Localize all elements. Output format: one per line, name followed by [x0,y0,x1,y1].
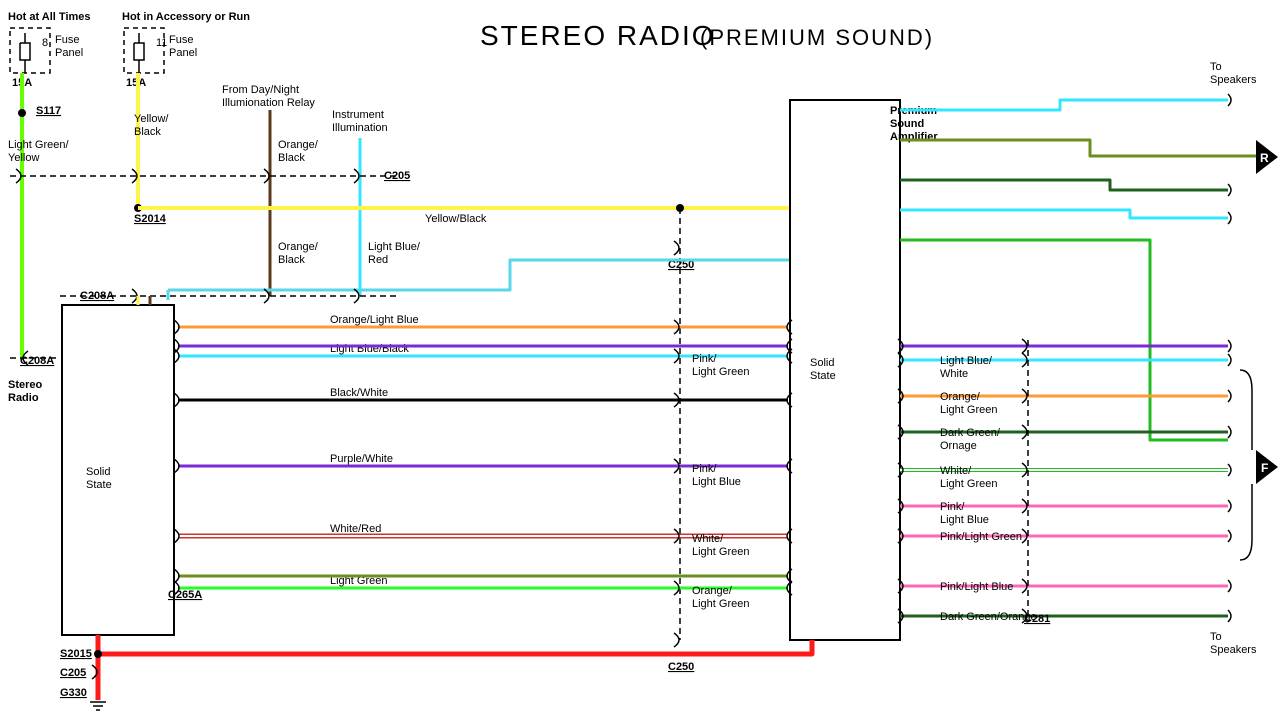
svg-text:White/: White/ [940,465,972,477]
svg-text:8: 8 [42,37,48,49]
svg-text:Hot in Accessory or Run: Hot in Accessory or Run [122,11,250,23]
svg-text:To: To [1210,631,1222,643]
svg-text:Sound: Sound [890,118,924,130]
svg-text:Black: Black [134,126,161,138]
svg-text:White/Red: White/Red [330,523,381,535]
svg-text:S117: S117 [36,105,61,117]
svg-text:Orange/: Orange/ [940,391,981,403]
svg-text:Solid: Solid [810,357,834,369]
svg-text:State: State [810,370,836,382]
svg-text:Illumination: Illumination [332,122,388,134]
svg-text:Dark Green/Orange: Dark Green/Orange [940,611,1037,623]
svg-text:Red: Red [368,254,388,266]
svg-text:C205: C205 [384,170,410,182]
svg-text:Radio: Radio [8,392,39,404]
svg-text:Pink/: Pink/ [940,501,965,513]
svg-text:(PREMIUM SOUND): (PREMIUM SOUND) [700,25,934,50]
svg-text:Light Green/: Light Green/ [8,139,69,151]
svg-text:F: F [1261,461,1268,475]
svg-text:Pink/: Pink/ [692,353,717,365]
svg-text:Panel: Panel [169,47,197,59]
svg-text:Fuse: Fuse [169,34,193,46]
svg-text:Yellow: Yellow [8,152,39,164]
svg-text:Black/White: Black/White [330,387,388,399]
svg-text:From Day/Night: From Day/Night [222,84,299,96]
svg-text:C250: C250 [668,661,694,673]
svg-text:S2014: S2014 [134,213,167,225]
svg-text:Light Green: Light Green [692,598,749,610]
svg-text:Light Green: Light Green [940,404,997,416]
svg-text:STEREO RADIO: STEREO RADIO [480,20,716,51]
svg-text:Light Green: Light Green [692,546,749,558]
svg-text:Purple/White: Purple/White [330,453,393,465]
svg-text:Light Green: Light Green [940,478,997,490]
svg-text:Light Blue: Light Blue [692,476,741,488]
svg-text:G330: G330 [60,687,87,699]
svg-text:Black: Black [278,254,305,266]
svg-text:S2015: S2015 [60,648,92,660]
svg-text:C208A: C208A [80,290,114,302]
svg-text:Orange/: Orange/ [278,139,319,151]
svg-text:C205: C205 [60,667,86,679]
svg-text:Orange/: Orange/ [278,241,319,253]
wiring-diagram: STEREO RADIO(PREMIUM SOUND) Hot at All Ti… [0,0,1280,720]
svg-text:Pink/Light Blue: Pink/Light Blue [940,581,1013,593]
svg-text:Light Blue: Light Blue [940,514,989,526]
svg-text:Orange/Light Blue: Orange/Light Blue [330,314,419,326]
svg-text:White: White [940,368,968,380]
svg-text:Instrument: Instrument [332,109,384,121]
svg-text:Pink/: Pink/ [692,463,717,475]
svg-text:Yellow/Black: Yellow/Black [425,213,487,225]
svg-text:State: State [86,479,112,491]
svg-text:Black: Black [278,152,305,164]
svg-text:R: R [1260,151,1269,165]
svg-text:To: To [1210,61,1222,73]
svg-text:Fuse: Fuse [55,34,79,46]
svg-text:Speakers: Speakers [1210,74,1257,86]
svg-text:Ornage: Ornage [940,440,977,452]
svg-text:Yellow/: Yellow/ [134,113,169,125]
svg-text:Pink/Light Green: Pink/Light Green [940,531,1022,543]
svg-text:Dark Green/: Dark Green/ [940,427,1001,439]
svg-text:Light Blue/: Light Blue/ [368,241,421,253]
svg-text:Hot at All Times: Hot at All Times [8,11,91,23]
svg-text:Orange/: Orange/ [692,585,733,597]
svg-text:Solid: Solid [86,466,110,478]
svg-text:Panel: Panel [55,47,83,59]
svg-text:Illumionation Relay: Illumionation Relay [222,97,315,109]
svg-text:C208A: C208A [20,355,54,367]
svg-text:Speakers: Speakers [1210,644,1257,656]
svg-text:C265A: C265A [168,589,202,601]
svg-text:Light Blue/: Light Blue/ [940,355,993,367]
svg-text:White/: White/ [692,533,724,545]
svg-text:Light Green: Light Green [692,366,749,378]
svg-text:11: 11 [156,37,167,49]
svg-text:Stereo: Stereo [8,379,43,391]
svg-text:C281: C281 [1024,613,1050,625]
